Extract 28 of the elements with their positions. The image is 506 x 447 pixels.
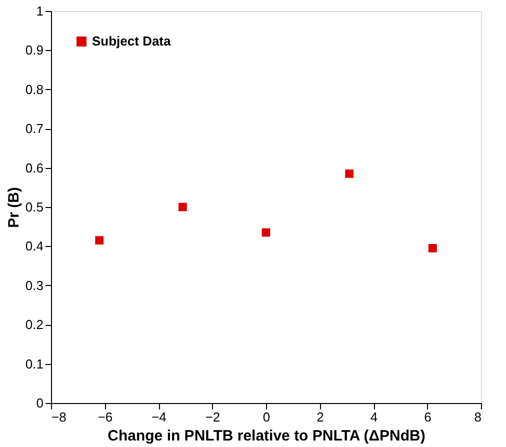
y-tick-label: 0.3 [25,278,44,293]
y-tick-label: 0.4 [25,238,44,254]
x-axis-title: Change in PNLTB relative to PNLTA (ΔPNdB) [108,428,426,444]
x-tick-label: −4 [152,410,166,424]
y-tick-label: 0.9 [25,42,44,58]
x-tick-label: −2 [205,410,220,424]
x-tick-label: 0 [262,410,270,424]
y-tick-label: 0.7 [25,121,44,136]
y-tick-label: 0 [36,396,44,410]
x-tick-label: 2 [316,410,324,424]
y-tick-label: 0.1 [25,356,44,372]
x-tick-label: 6 [424,410,432,424]
y-tick-label: 0.5 [25,200,44,214]
point [262,228,270,237]
x-tick-label: 4 [370,410,378,424]
legend-label: Subject Data [92,34,172,48]
x-tick-label: −6 [98,410,113,424]
x-tick-label: 8 [474,410,482,424]
y-tick-label: 0.2 [25,317,44,332]
y-tick-label: 1 [36,4,44,18]
y-tick-label: 0.8 [25,82,44,97]
point [95,236,104,245]
y-tick-label: 0.6 [25,160,44,176]
x-tick-label: −8 [52,410,66,424]
y-axis-title: Pr (B) [5,187,22,228]
point [178,202,187,212]
point [428,244,437,252]
point [345,169,354,178]
